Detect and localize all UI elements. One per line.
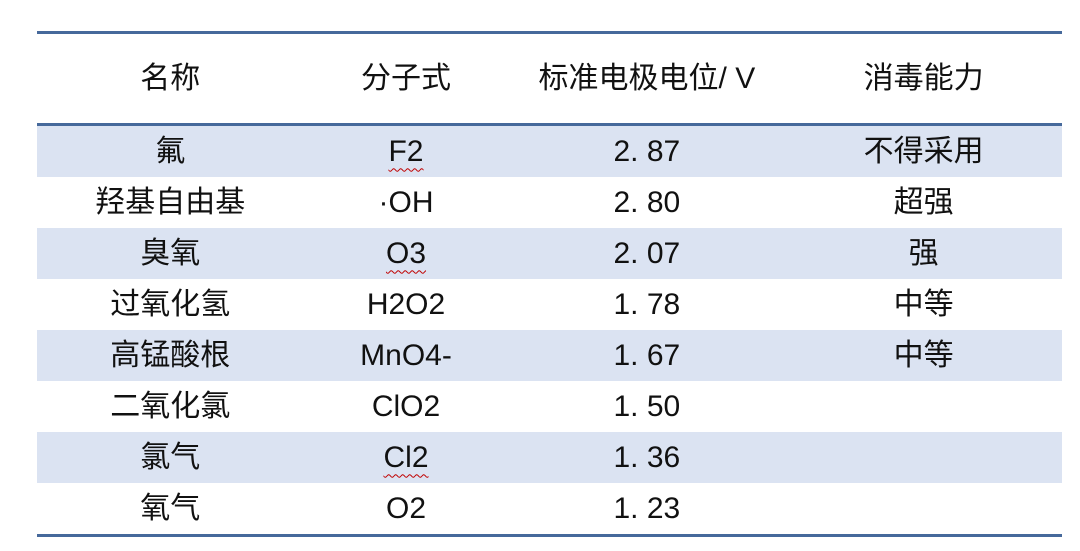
cell-ability: 强 <box>908 236 939 270</box>
cell-ability: 超强 <box>893 185 954 219</box>
cell-name: 羟基自由基 <box>95 185 246 219</box>
table-header-row: 名称 分子式 标准电极电位/ V 消毒能力 <box>37 34 1062 126</box>
cell-formula: Cl2 <box>383 440 429 474</box>
cell-formula: MnO4- <box>360 338 452 372</box>
cell-potential: 1. 50 <box>613 389 681 423</box>
cell-ability: 中等 <box>893 287 954 321</box>
cell-potential: 1. 36 <box>613 440 681 474</box>
cell-formula: O3 <box>385 236 427 270</box>
cell-name: 氟 <box>155 134 186 168</box>
cell-formula: ClO2 <box>371 389 441 423</box>
cell-potential: 2. 80 <box>613 185 681 219</box>
cell-potential: 2. 07 <box>613 236 681 270</box>
table-row: 氯气 Cl2 1. 36 <box>37 432 1062 483</box>
cell-name: 二氧化氯 <box>110 389 231 423</box>
table-row: 臭氧 O3 2. 07 强 <box>37 228 1062 279</box>
cell-ability: 不得采用 <box>863 134 984 168</box>
table-row: 氧气 O2 1. 23 <box>37 483 1062 534</box>
cell-name: 氯气 <box>140 440 201 474</box>
cell-name: 高锰酸根 <box>110 338 231 372</box>
cell-formula: O2 <box>385 491 427 525</box>
cell-potential: 2. 87 <box>613 134 681 168</box>
cell-name: 臭氧 <box>140 236 201 270</box>
cell-potential: 1. 23 <box>613 491 681 525</box>
cell-potential: 1. 78 <box>613 287 681 321</box>
column-header-potential: 标准电极电位/ V <box>538 61 756 95</box>
cell-ability: 中等 <box>893 338 954 372</box>
table-row: 羟基自由基 ·OH 2. 80 超强 <box>37 177 1062 228</box>
cell-formula: F2 <box>388 134 424 168</box>
column-header-ability: 消毒能力 <box>863 61 984 95</box>
cell-formula: ·OH <box>378 185 434 219</box>
table-row: 氟 F2 2. 87 不得采用 <box>37 126 1062 177</box>
table-row: 高锰酸根 MnO4- 1. 67 中等 <box>37 330 1062 381</box>
cell-name: 过氧化氢 <box>110 287 231 321</box>
column-header-name: 名称 <box>140 61 201 95</box>
cell-potential: 1. 67 <box>613 338 681 372</box>
cell-formula: H2O2 <box>366 287 446 321</box>
cell-name: 氧气 <box>140 491 201 525</box>
table-row: 二氧化氯 ClO2 1. 50 <box>37 381 1062 432</box>
table-row: 过氧化氢 H2O2 1. 78 中等 <box>37 279 1062 330</box>
column-header-formula: 分子式 <box>361 61 451 95</box>
disinfectant-table: 名称 分子式 标准电极电位/ V 消毒能力 氟 F2 2. 87 不得采用 羟基… <box>37 31 1062 537</box>
